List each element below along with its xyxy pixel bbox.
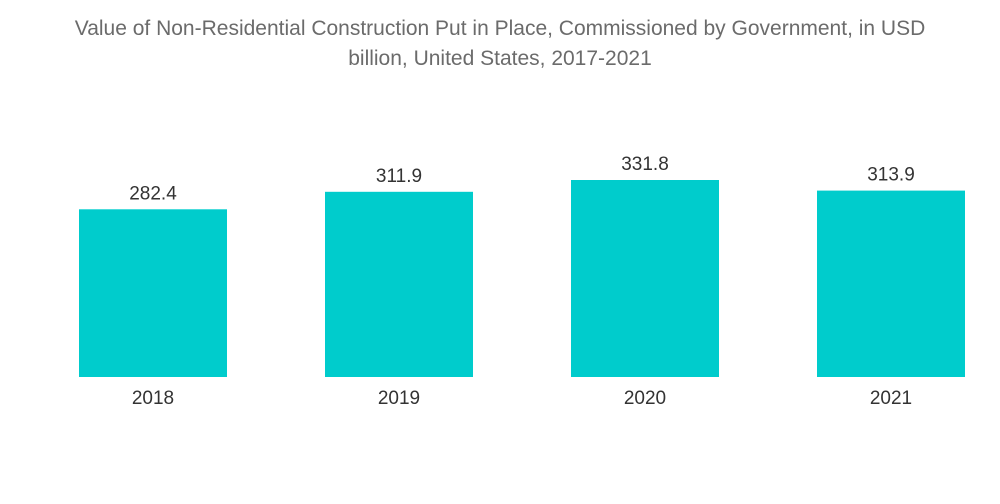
- x-tick-label-2021: 2021: [870, 388, 912, 409]
- value-label-2019: 311.9: [376, 166, 422, 187]
- x-tick-label-2018: 2018: [132, 388, 174, 409]
- chart-title-line-1: Value of Non-Residential Construction Pu…: [74, 17, 926, 40]
- x-tick-label-2019: 2019: [378, 388, 420, 409]
- x-tick-label-2020: 2020: [624, 388, 666, 409]
- bar-2020: [571, 180, 719, 377]
- value-label-2021: 313.9: [867, 165, 915, 186]
- bar-2018: [79, 209, 227, 377]
- bar-2021: [817, 190, 965, 377]
- bar-2019: [325, 191, 473, 377]
- plot-area: 282.4 2018 311.9 2019 331.8 2020 313.9 2021: [79, 154, 965, 409]
- chart-title-line-2: billion, United States, 2017-2021: [348, 47, 652, 70]
- value-label-2020: 331.8: [621, 154, 669, 175]
- value-label-2018: 282.4: [129, 183, 177, 204]
- chart-title: Value of Non-Residential Construction Pu…: [0, 14, 1000, 74]
